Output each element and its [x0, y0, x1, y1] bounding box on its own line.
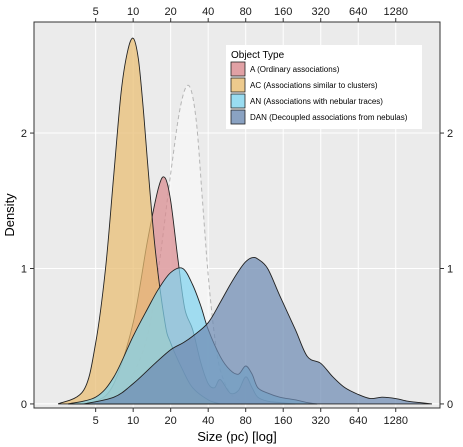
y-right-tick-label: 2 [447, 128, 453, 140]
x-axis-top: 5 10 20 40 80 160 320 640 1280 [93, 6, 408, 22]
legend-swatch [230, 77, 246, 93]
y-tick-label: 2 [21, 128, 27, 140]
x-tick-label: 40 [202, 415, 214, 427]
x-top-tick-label: 1280 [383, 6, 407, 18]
legend-label: AN (Associations with nebular traces) [250, 97, 383, 106]
legend-items: A (Ordinary associations) AC (Association… [230, 61, 408, 125]
x-tick-label: 160 [274, 415, 292, 427]
x-tick-label: 5 [93, 415, 99, 427]
x-axis-bottom: 5 10 20 40 80 160 320 640 1280 [93, 408, 408, 427]
legend-title: Object Type [231, 50, 285, 61]
legend-box [226, 45, 422, 129]
legend: Object Type A (Ordinary associations) AC … [226, 45, 422, 129]
y-tick-label: 1 [21, 263, 27, 275]
y-axis-right: 0 1 2 [440, 128, 453, 411]
y-axis-left: 0 1 2 [21, 128, 34, 411]
x-tick-label: 10 [127, 415, 139, 427]
x-top-tick-label: 80 [240, 6, 252, 18]
x-top-tick-label: 20 [165, 6, 177, 18]
x-axis-title: Size (pc) [log] [197, 429, 276, 444]
x-tick-label: 320 [312, 415, 330, 427]
legend-swatch [230, 61, 246, 77]
y-right-tick-label: 0 [447, 399, 453, 411]
x-tick-label: 640 [349, 415, 367, 427]
x-tick-label: 1280 [383, 415, 407, 427]
x-top-tick-label: 5 [93, 6, 99, 18]
x-tick-label: 20 [165, 415, 177, 427]
x-tick-label: 80 [240, 415, 252, 427]
legend-swatch [230, 93, 246, 109]
x-top-tick-label: 640 [349, 6, 367, 18]
legend-label: AC (Associations similar to clusters) [250, 81, 378, 90]
density-area-series-3 [83, 256, 433, 405]
plot-border [33, 21, 441, 409]
x-top-tick-label: 10 [127, 6, 139, 18]
x-top-tick-label: 40 [202, 6, 214, 18]
legend-label: A (Ordinary associations) [250, 65, 340, 74]
x-top-tick-label: 320 [312, 6, 330, 18]
series-layer [57, 37, 433, 405]
y-right-tick-label: 1 [447, 263, 453, 275]
legend-label: DAN (Decoupled associations from nebulas… [250, 113, 408, 122]
y-tick-label: 0 [21, 399, 27, 411]
y-axis-title: Density [2, 193, 17, 237]
legend-swatch [230, 109, 246, 125]
x-top-tick-label: 160 [274, 6, 292, 18]
